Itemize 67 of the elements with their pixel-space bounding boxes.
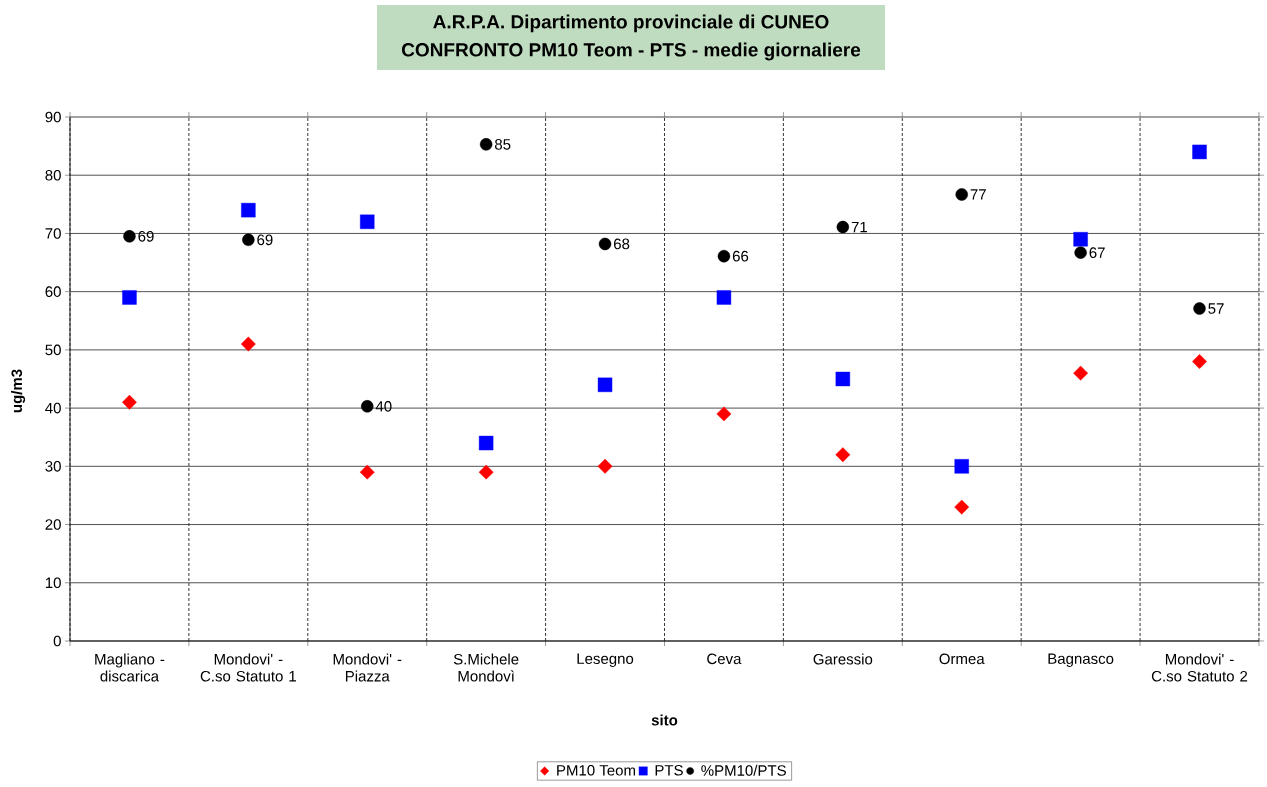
point bbox=[240, 336, 256, 352]
x-tick-label: Mondovi' - C.so Statuto 2 bbox=[1151, 653, 1248, 682]
x-tick-label: S.Michele Mondovì bbox=[453, 653, 519, 682]
data-label: 40 bbox=[375, 401, 392, 412]
data-label: 66 bbox=[732, 250, 749, 262]
legend-label: PM10 Teom bbox=[557, 765, 635, 776]
y-tick-label: 70 bbox=[45, 228, 61, 239]
chart-subtitle: CONFRONTO PM10 Teom - PTS - medie giornaliere bbox=[401, 42, 861, 61]
y-tick-label: 30 bbox=[45, 461, 61, 472]
point bbox=[954, 499, 970, 515]
data-label: 85 bbox=[495, 139, 511, 150]
point bbox=[478, 464, 494, 480]
data-label: 67 bbox=[1089, 247, 1105, 258]
point bbox=[479, 138, 493, 151]
point bbox=[241, 202, 256, 218]
point bbox=[836, 220, 850, 234]
x-tick-label: Mondovi' - C.so Statuto 1 bbox=[200, 653, 296, 682]
point bbox=[716, 290, 732, 305]
point bbox=[598, 237, 612, 251]
point bbox=[122, 290, 137, 305]
y-tick-label: 60 bbox=[45, 286, 61, 297]
point bbox=[122, 394, 137, 410]
point bbox=[597, 458, 613, 474]
y-tick-label: 20 bbox=[45, 519, 61, 530]
y-tick-label: 50 bbox=[45, 344, 61, 356]
point bbox=[1193, 302, 1206, 315]
x-tick-label: Garessio bbox=[813, 653, 873, 665]
y-tick-label: 10 bbox=[45, 577, 61, 589]
point bbox=[359, 464, 375, 480]
point bbox=[1192, 144, 1207, 160]
point bbox=[1073, 232, 1088, 247]
point bbox=[955, 188, 968, 201]
y-tick-label: 80 bbox=[45, 169, 61, 181]
point bbox=[1073, 365, 1088, 381]
point bbox=[597, 377, 613, 393]
data-label: 68 bbox=[614, 238, 630, 250]
x-tick-label: Mondovi' - Piazza bbox=[333, 653, 402, 682]
data-label: 57 bbox=[1208, 303, 1224, 314]
x-tick-label: Bagnasco bbox=[1048, 653, 1114, 667]
point bbox=[360, 214, 375, 229]
x-tick-label: Magliano - discarica bbox=[95, 653, 165, 682]
point bbox=[716, 406, 732, 422]
point bbox=[717, 249, 731, 263]
point bbox=[954, 459, 969, 474]
point bbox=[361, 400, 374, 413]
point bbox=[1192, 354, 1207, 369]
data-label: 69 bbox=[138, 231, 154, 242]
y-axis-title: ug/m3 bbox=[11, 369, 26, 413]
point bbox=[242, 233, 255, 247]
point bbox=[478, 435, 494, 451]
y-tick-label: 40 bbox=[45, 402, 61, 414]
point bbox=[1074, 246, 1087, 259]
legend-label: %PM10/PTS bbox=[701, 764, 786, 776]
point bbox=[835, 447, 851, 463]
chart-title: A.R.P.A. Dipartimento provinciale di CUNEO bbox=[433, 14, 829, 33]
x-tick-label: Ormea bbox=[939, 653, 985, 665]
point bbox=[835, 371, 851, 387]
data-label: 69 bbox=[257, 234, 273, 246]
x-tick-label: Ceva bbox=[707, 653, 742, 665]
x-tick-label: Lesegno bbox=[577, 653, 634, 667]
data-label: 71 bbox=[851, 221, 867, 233]
point bbox=[123, 230, 136, 243]
y-tick-label: 0 bbox=[53, 635, 61, 647]
y-tick-label: 90 bbox=[45, 111, 61, 123]
legend-label: PTS bbox=[655, 765, 683, 776]
x-axis-title: sito bbox=[651, 714, 678, 726]
data-label: 77 bbox=[970, 189, 986, 200]
